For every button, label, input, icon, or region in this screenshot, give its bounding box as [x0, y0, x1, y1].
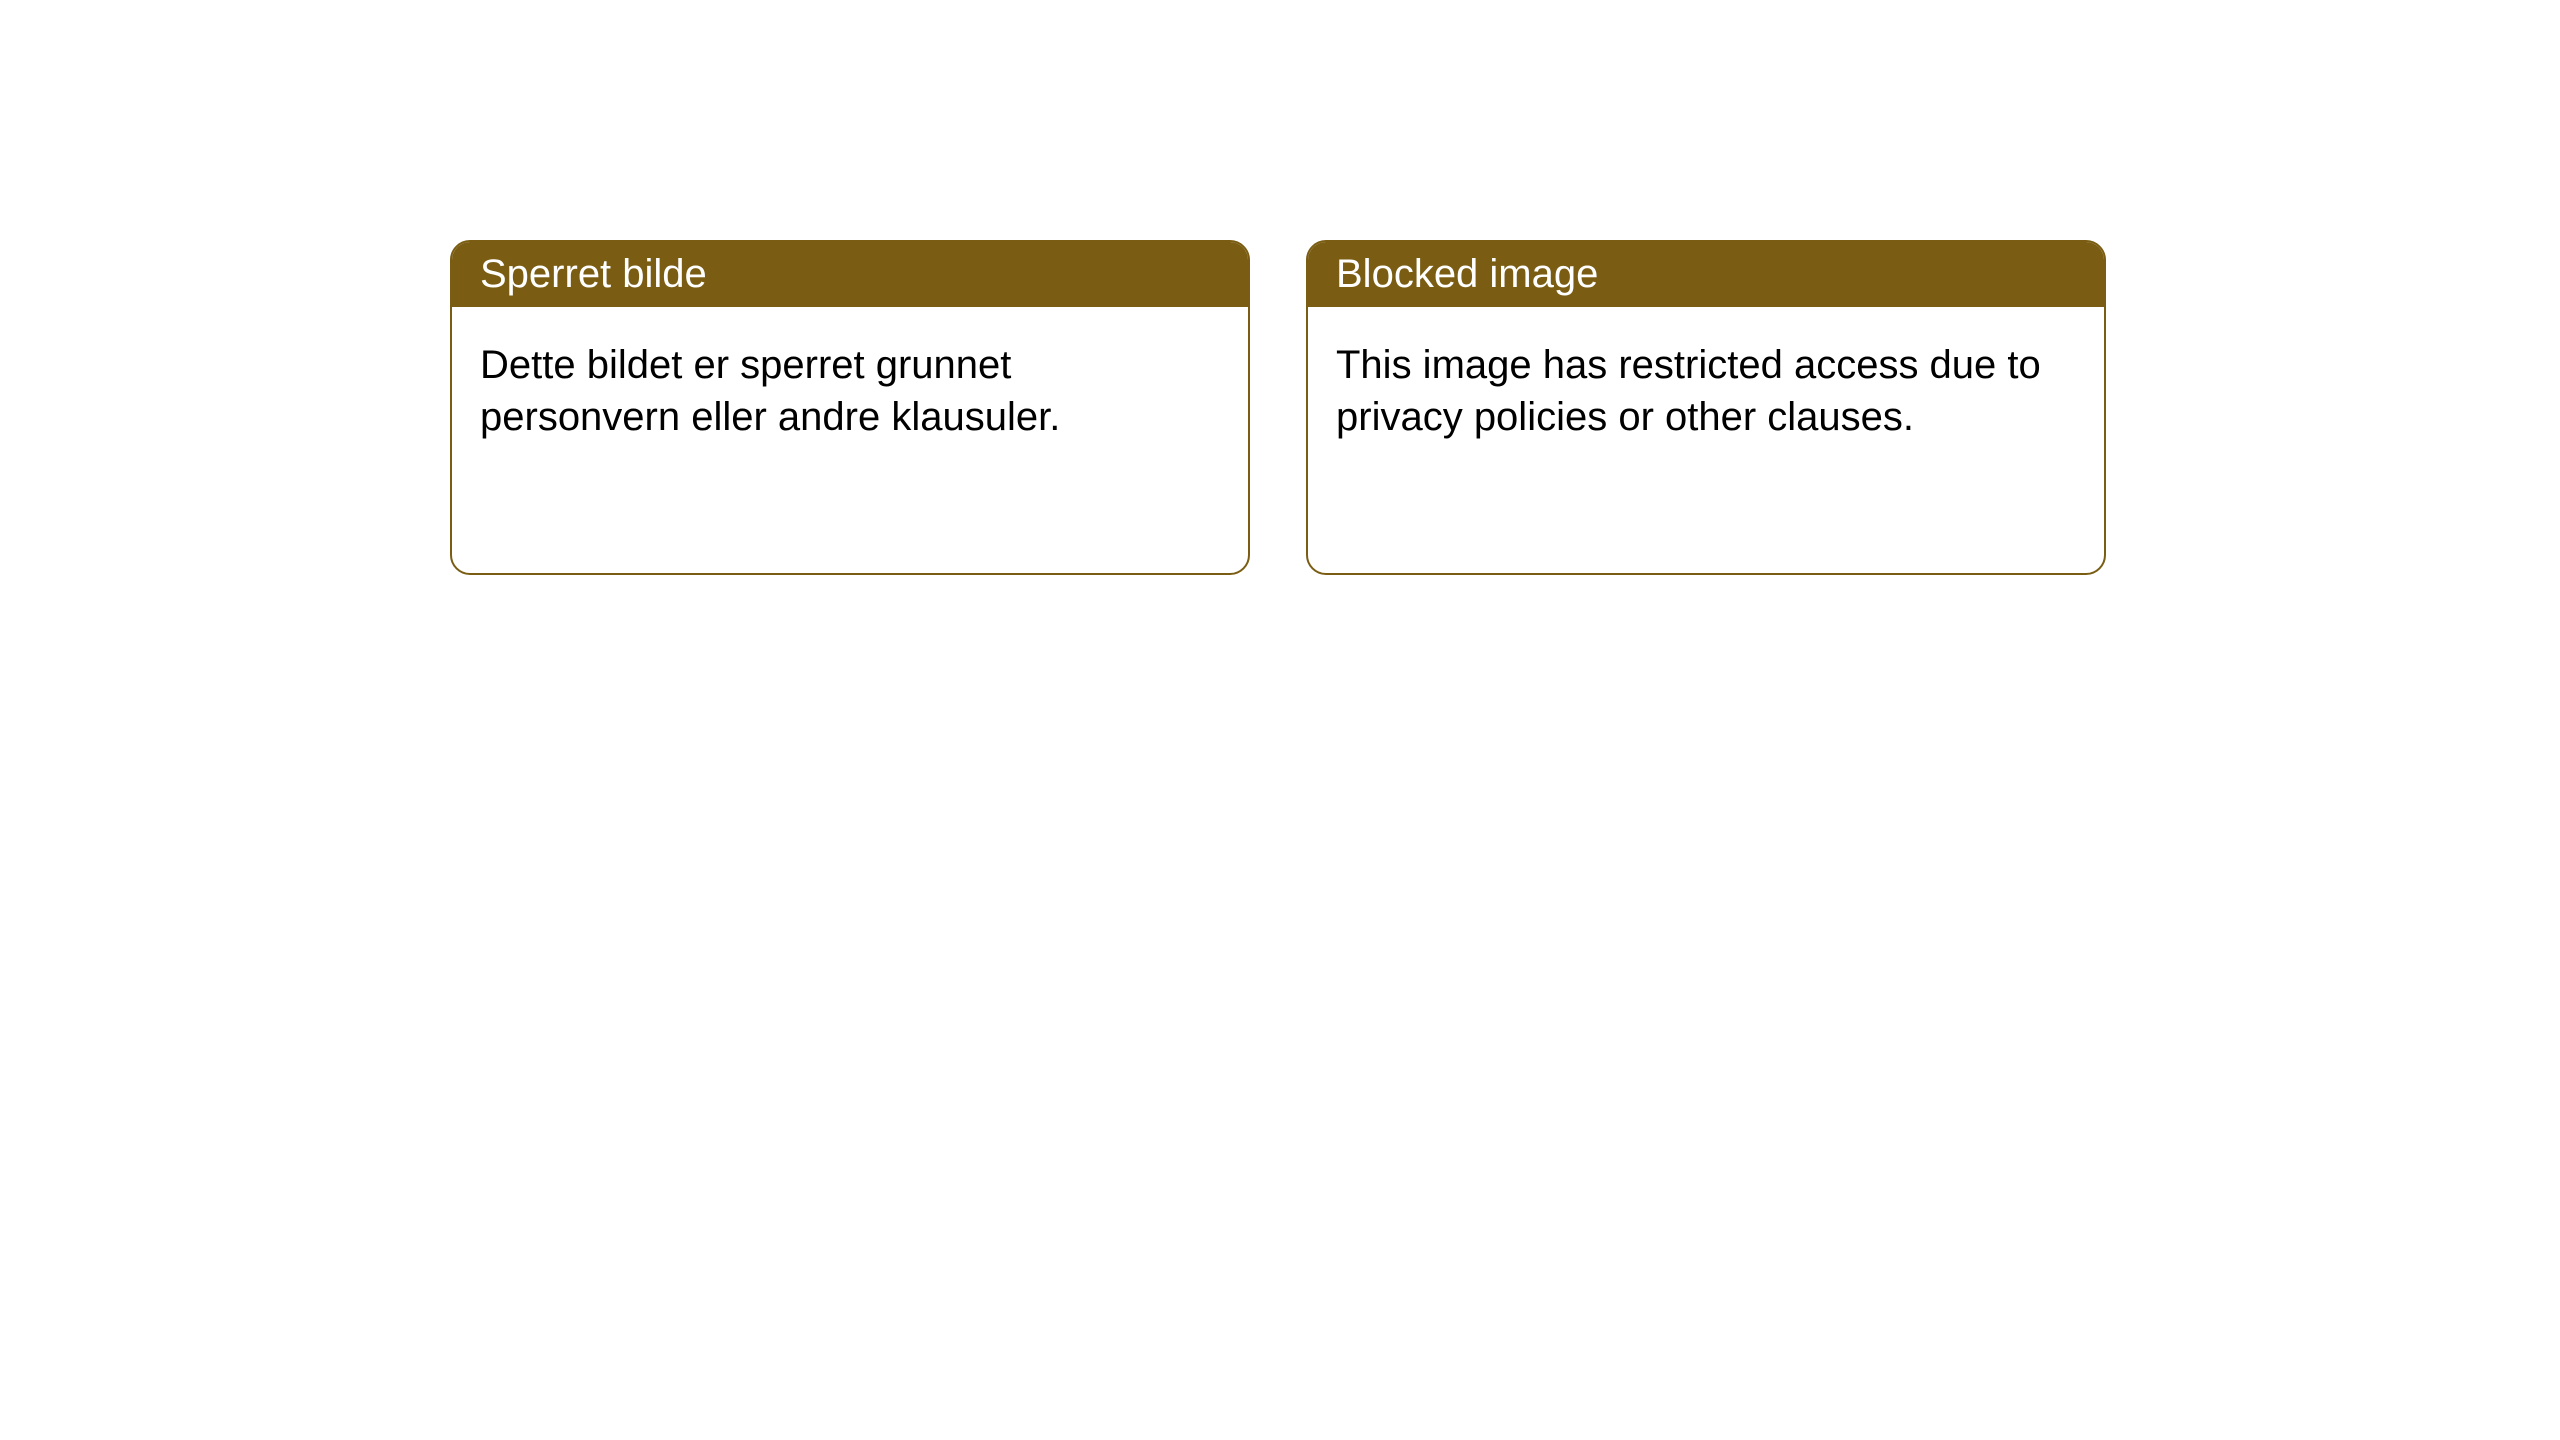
notice-header: Blocked image [1308, 242, 2104, 307]
notice-body: Dette bildet er sperret grunnet personve… [452, 307, 1248, 475]
notice-body-text: Dette bildet er sperret grunnet personve… [480, 343, 1060, 439]
notice-container: Sperret bilde Dette bildet er sperret gr… [450, 240, 2106, 575]
notice-header: Sperret bilde [452, 242, 1248, 307]
notice-box-norwegian: Sperret bilde Dette bildet er sperret gr… [450, 240, 1250, 575]
notice-body-text: This image has restricted access due to … [1336, 343, 2041, 439]
notice-title: Blocked image [1336, 252, 1598, 296]
notice-body: This image has restricted access due to … [1308, 307, 2104, 475]
notice-box-english: Blocked image This image has restricted … [1306, 240, 2106, 575]
notice-title: Sperret bilde [480, 252, 707, 296]
